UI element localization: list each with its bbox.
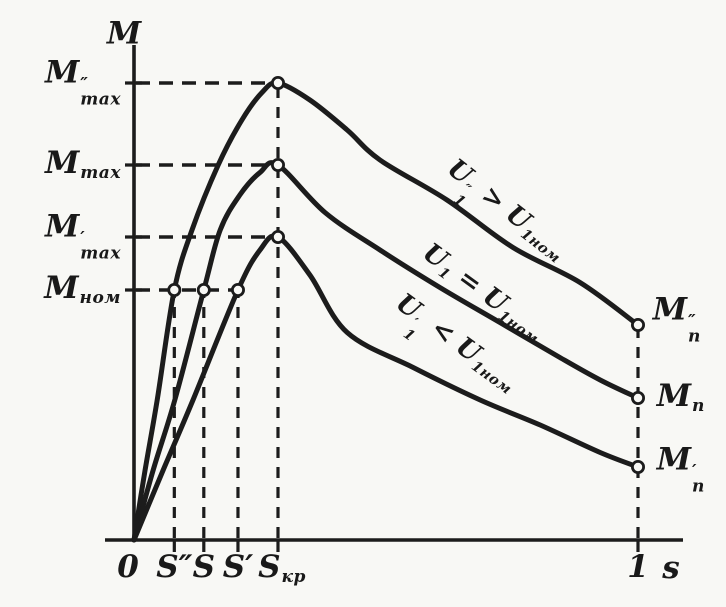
marker-U1-below-nominal-0 <box>230 282 245 297</box>
marker-U1-above-nominal-2 <box>631 317 646 332</box>
marker-U1-nominal-1 <box>270 157 285 172</box>
curve-U1-below-nominal <box>131 233 641 543</box>
marker-U1-nominal-0 <box>196 282 211 297</box>
marker-U1-below-nominal-2 <box>631 459 646 474</box>
curve-U1-above-nominal <box>131 80 641 543</box>
curve-U1-nominal <box>131 160 641 543</box>
marker-U1-above-nominal-0 <box>167 282 182 297</box>
marker-U1-below-nominal-1 <box>270 229 285 244</box>
marker-U1-above-nominal-1 <box>270 76 285 91</box>
marker-U1-nominal-2 <box>631 390 646 405</box>
